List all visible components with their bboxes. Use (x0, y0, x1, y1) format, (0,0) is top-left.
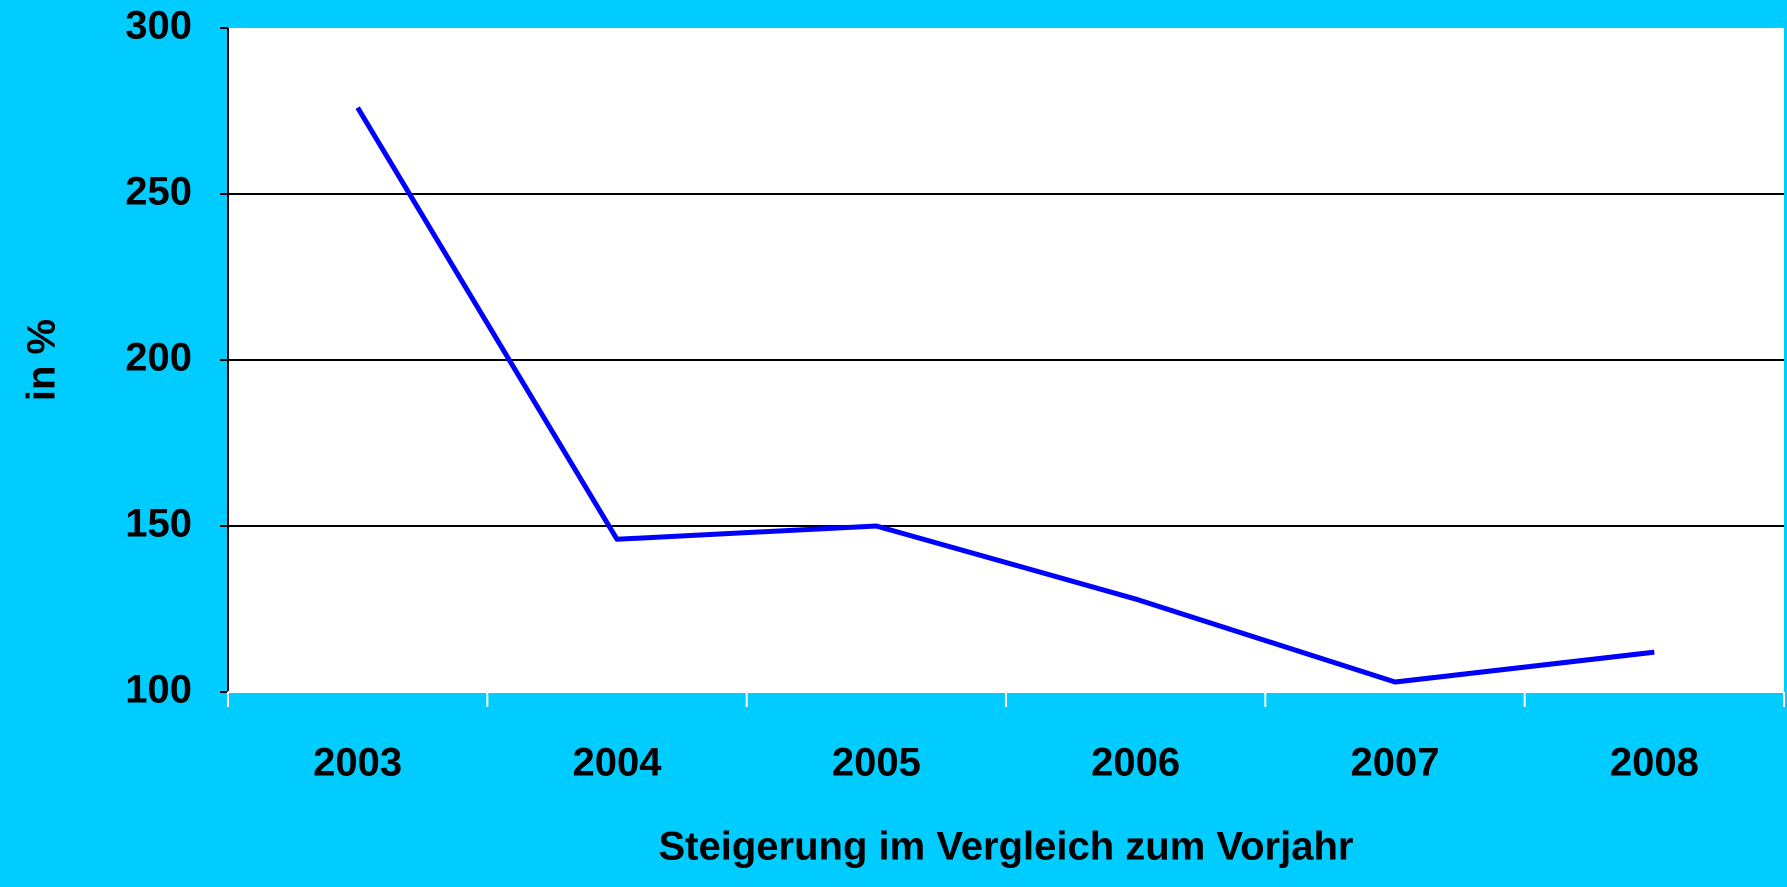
y-axis-title: in % (20, 319, 64, 401)
y-tick-label: 100 (125, 668, 192, 712)
y-tick-label: 150 (125, 502, 192, 546)
x-axis-title: Steigerung im Vergleich zum Vorjahr (659, 825, 1354, 869)
y-tick-label: 200 (125, 336, 192, 380)
y-tick-label: 250 (125, 170, 192, 214)
x-tick-label: 2007 (1351, 741, 1440, 785)
x-tick-label: 2006 (1091, 741, 1180, 785)
x-tick-label: 2003 (313, 741, 402, 785)
y-tick-label: 300 (125, 4, 192, 48)
x-tick-label: 2008 (1610, 741, 1699, 785)
line-series (355, 106, 1655, 685)
x-tick-label: 2005 (832, 741, 921, 785)
x-tick-label: 2004 (573, 741, 663, 785)
